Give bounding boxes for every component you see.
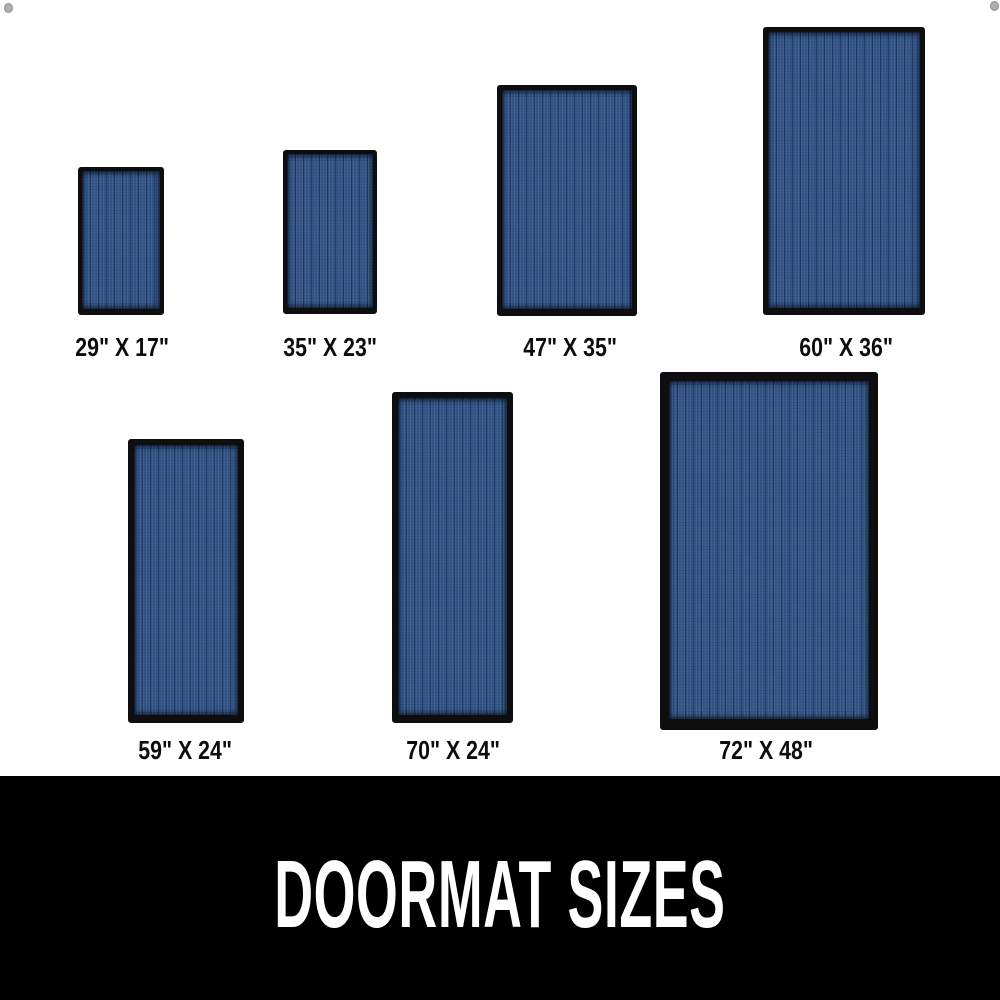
doormat-size-label: 72" X 48": [719, 735, 813, 765]
doormat-swatch: [660, 372, 878, 730]
doormat-size-label: 35" X 23": [283, 332, 377, 362]
doormat-swatch: [128, 439, 244, 723]
doormat-swatch: [763, 27, 925, 315]
doormat-size-label-wrap: 29" X 17": [0, 334, 252, 361]
banner-title: DOORMAT SIZES: [274, 841, 726, 948]
doormat-size-label-wrap: 59" X 24": [55, 737, 315, 764]
doormat-size-label-wrap: 60" X 36": [716, 334, 976, 361]
doormat-size-label: 29" X 17": [75, 332, 169, 362]
doormat-swatch: [78, 167, 164, 315]
banner: DOORMAT SIZES: [0, 776, 1000, 1000]
doormat-size-label: 47" X 35": [523, 332, 617, 362]
doormat-size-label-wrap: 35" X 23": [200, 334, 460, 361]
doormat-size-label: 60" X 36": [799, 332, 893, 362]
doormat-size-label-wrap: 72" X 48": [636, 737, 896, 764]
doormat-size-label: 70" X 24": [406, 735, 500, 765]
doormat-size-label-wrap: 70" X 24": [323, 737, 583, 764]
doormat-size-label: 59" X 24": [138, 735, 232, 765]
doormat-swatch: [392, 392, 513, 723]
corner-artifact-dot: [4, 3, 13, 13]
doormat-swatch: [283, 150, 377, 314]
corner-artifact-dot: [990, 1, 999, 11]
doormat-size-label-wrap: 47" X 35": [440, 334, 700, 361]
doormat-swatch: [497, 85, 637, 316]
